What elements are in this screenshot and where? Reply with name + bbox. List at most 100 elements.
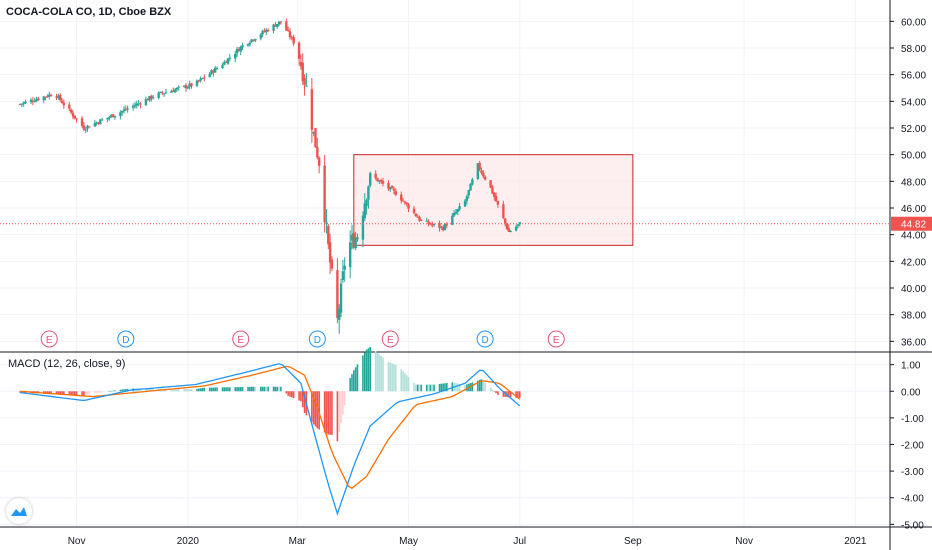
candle-body [440,226,443,228]
macd-histogram-bar [298,391,300,401]
macd-histogram-bar [101,391,103,393]
candle-body [224,61,228,63]
macd-histogram-bar [329,391,331,435]
candle-body [514,226,518,231]
range-rectangle-annotation[interactable] [353,154,634,246]
macd-histogram-bar [354,367,357,392]
candle-body [467,189,470,196]
earnings-marker[interactable] [40,330,58,348]
candle-body [407,204,410,209]
dividend-marker[interactable] [117,330,135,348]
candle-body [144,99,148,106]
macd-histogram-bar [442,383,444,392]
time-tick-label: Sep [624,536,642,547]
macd-histogram-bar [75,391,78,396]
dividend-marker[interactable] [308,330,326,348]
candle-body [286,29,290,32]
candle-body [73,115,76,119]
macd-histogram-bar [493,391,496,392]
candle-body [97,122,100,124]
candle-body [400,194,403,201]
macd-histogram-bar [400,369,403,392]
candle-body [35,99,38,102]
candle-body [365,199,368,206]
candle-body [190,83,193,87]
macd-histogram-bar [249,386,251,392]
last-price-label: 44.82 [901,220,926,231]
macd-histogram-bar [19,391,21,393]
macd-histogram-bar [210,387,213,392]
candle-body [75,118,78,120]
tradingview-cloud-icon[interactable] [6,498,32,524]
macd-histogram-bar [440,383,443,392]
dividend-marker[interactable] [476,330,494,348]
candle-body [137,103,140,105]
candle-body [201,78,204,80]
candle-body [348,242,352,268]
candle-body [425,220,428,222]
macd-histogram-bar [311,391,313,423]
macd-histogram-bar [110,390,113,392]
candle-body [259,34,262,39]
candle-body [151,97,155,99]
candle-body [44,96,47,98]
earnings-marker[interactable] [381,330,399,348]
time-tick-label: May [399,536,418,547]
candle-body [237,49,241,52]
candle-body [99,119,102,125]
candle-body [443,224,447,231]
candle-body [456,209,459,213]
candle-body [55,96,58,98]
macd-histogram-bar [456,383,459,392]
candle-body [37,98,40,100]
candle-body [150,95,153,99]
candle-body [412,208,416,213]
candle-body [186,87,190,89]
macd-histogram-bar [99,391,102,393]
macd-histogram-bar [190,389,193,392]
candle-body [33,101,36,103]
macd-histogram-bar [451,382,454,392]
candle-body [263,31,266,33]
macd-histogram-bar [188,389,191,392]
candle-body [405,202,408,205]
candle-body [432,223,436,225]
candle-body [518,222,521,225]
candle-body [367,186,370,200]
earnings-marker[interactable] [232,330,250,348]
macd-histogram-bar [466,384,468,392]
macd-histogram-bar [444,383,446,392]
macd-histogram-bar [300,391,302,402]
candle-body [325,222,328,224]
macd-histogram-bar [48,391,51,395]
candle-body [394,191,397,196]
candle-body [503,218,507,224]
macd-histogram-bar [515,391,517,398]
macd-histogram-bar [216,387,218,392]
macd-histogram-bar [517,391,519,398]
candle-body [131,105,135,108]
macd-histogram-bar [106,391,109,392]
macd-histogram-bar [61,391,63,395]
macd-histogram-bar [438,383,441,392]
macd-histogram-bar [68,391,71,396]
macd-histogram-bar [123,389,125,392]
macd-histogram-bar [389,362,392,392]
candle-body [418,216,421,221]
earnings-marker[interactable] [547,330,565,348]
macd-histogram-bar [393,364,395,392]
candle-body [493,193,496,197]
candle-body [379,179,383,182]
candle-body [310,89,314,130]
candle-body [197,80,200,82]
macd-histogram-bar [425,384,428,392]
macd-histogram-bar [431,384,434,392]
candle-body [292,36,295,44]
candle-body [445,224,449,226]
macd-histogram-bar [491,389,494,392]
candle-body [316,146,319,158]
macd-histogram-bar [278,386,280,392]
macd-histogram-bar [405,375,408,392]
price-tick-label: 36.00 [901,337,926,348]
